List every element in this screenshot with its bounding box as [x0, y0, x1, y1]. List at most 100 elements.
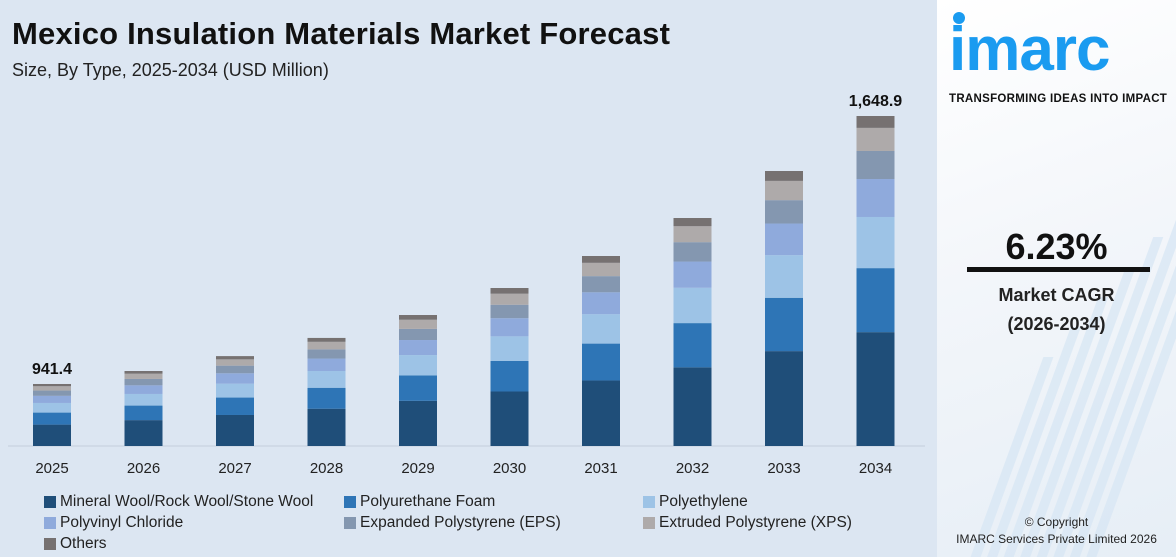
legend-item: Others: [44, 535, 107, 553]
bar-segment-2033: [765, 351, 803, 446]
bar-segment-2027: [216, 383, 254, 398]
legend-swatch: [44, 517, 56, 529]
bar-segment-2033: [765, 297, 803, 352]
bar-segment-2028: [307, 349, 346, 359]
legend-item: Extruded Polystyrene (XPS): [643, 514, 852, 532]
bar-segment-2030: [490, 293, 529, 305]
bar-segment-2027: [216, 397, 254, 415]
bar-segment-2031: [582, 276, 620, 293]
bar-segment-2025: [33, 424, 71, 446]
legend-swatch: [344, 496, 356, 508]
bar-segment-2034: [856, 216, 895, 269]
bar-segment-2031: [582, 292, 620, 315]
bar-segment-2027: [216, 414, 254, 446]
cagr-label: Market CAGR: [998, 285, 1115, 305]
bar-segment-2032: [673, 242, 712, 262]
bar-segment-2034: [856, 127, 895, 151]
bar-segment-2033: [765, 200, 803, 224]
bar-segment-2034: [856, 268, 895, 333]
x-tick-label: 2026: [127, 460, 160, 477]
bar-segment-2031: [582, 314, 620, 344]
bar-segment-2031: [582, 380, 620, 446]
bar-segment-2025: [33, 390, 71, 396]
bar-segment-2032: [673, 287, 712, 324]
bar-segment-2025: [33, 383, 71, 387]
bar-segment-2025: [33, 402, 71, 413]
legend-item: Polyurethane Foam: [344, 493, 495, 511]
legend-label: Others: [60, 535, 107, 552]
x-tick-label: 2034: [859, 460, 892, 477]
bar-segment-2030: [490, 318, 529, 337]
bar-segment-2029: [399, 355, 437, 376]
legend-label: Polyurethane Foam: [360, 493, 496, 510]
legend-swatch: [44, 538, 56, 550]
bar-segment-2026: [124, 371, 163, 374]
stacked-bar-chart: 2025 941.4 2026 2027 2028 2029 2030 2031 2032 203…: [8, 93, 925, 477]
bar-segment-2027: [216, 373, 254, 384]
bar-segment-2031: [582, 262, 620, 277]
legend-item: Expanded Polystyrene (EPS): [344, 514, 561, 532]
bar-segment-2033: [765, 180, 803, 201]
bar-segment-2029: [399, 400, 437, 446]
legend-swatch: [344, 517, 356, 529]
bar-segment-2029: [399, 340, 437, 356]
bar-segment-2033: [765, 223, 803, 256]
bar-segment-2028: [307, 337, 346, 342]
bar-segment-2030: [490, 391, 529, 446]
bar-segment-2026: [124, 420, 163, 446]
legend-label: Expanded Polystyrene (EPS): [360, 514, 561, 531]
legend-item: Mineral Wool/Rock Wool/Stone Wool: [44, 493, 313, 511]
bar-segment-2029: [399, 315, 437, 320]
cagr-period: (2026-2034): [1007, 314, 1106, 334]
x-tick-label: 2028: [310, 460, 343, 477]
cagr-value: 6.23%: [1005, 226, 1108, 267]
bar-segment-2028: [307, 371, 346, 388]
bar-segment-2030: [490, 360, 529, 392]
bar-segment-2030: [490, 304, 529, 319]
imarc-logo: imarc: [949, 15, 1110, 84]
bar-segment-2030: [490, 288, 529, 294]
x-tick-label: 2031: [584, 460, 617, 477]
bar-segment-2028: [307, 341, 346, 350]
x-tick-label: 2027: [218, 460, 251, 477]
bar-segment-2029: [399, 375, 437, 401]
bar-segment-2028: [307, 358, 346, 372]
legend-item: Polyethylene: [643, 493, 748, 511]
bar-segment-2027: [216, 359, 254, 366]
bar-segment-2034: [856, 179, 895, 217]
bar-segment-2032: [673, 226, 712, 243]
brand-panel: imarc TRANSFORMING IDEAS INTO IMPACT 6.2…: [937, 0, 1176, 557]
legend-label: Polyethylene: [659, 493, 748, 510]
x-tick-label: 2032: [676, 460, 709, 477]
x-tick-label: 2029: [401, 460, 434, 477]
bar-segment-2025: [33, 412, 71, 425]
bar-segment-2034: [856, 332, 895, 446]
tagline: TRANSFORMING IDEAS INTO IMPACT: [949, 93, 1168, 105]
bar-segment-2032: [673, 367, 712, 446]
legend-swatch: [44, 496, 56, 508]
logo-dot: [953, 12, 965, 24]
company: IMARC Services Private Limited 2026: [956, 532, 1157, 546]
legend-label: Mineral Wool/Rock Wool/Stone Wool: [60, 493, 314, 510]
legend-label: Polyvinyl Chloride: [60, 514, 184, 531]
chart-subtitle: Size, By Type, 2025-2034 (USD Million): [12, 60, 329, 80]
bar-segment-2026: [124, 373, 163, 379]
x-tick-label: 2033: [767, 460, 800, 477]
legend-item: Polyvinyl Chloride: [44, 514, 183, 532]
bar-segment-2026: [124, 405, 163, 421]
bar-segment-2034: [856, 150, 895, 180]
bar-segment-2033: [765, 171, 803, 181]
total-label: 1,648.9: [849, 93, 902, 110]
divider: [967, 267, 1150, 272]
bar-segment-2028: [307, 387, 346, 409]
bar-segment-2029: [399, 319, 437, 329]
x-tick-label: 2030: [493, 460, 526, 477]
legend-swatch: [643, 517, 655, 529]
bar-segment-2029: [399, 328, 437, 341]
chart-title: Mexico Insulation Materials Market Forec…: [12, 16, 671, 51]
bar-segment-2032: [673, 218, 712, 227]
legend-label: Extruded Polystyrene (XPS): [659, 514, 852, 531]
bar-segment-2026: [124, 385, 163, 394]
bar-segment-2032: [673, 261, 712, 288]
x-tick-label: 2025: [35, 460, 68, 477]
